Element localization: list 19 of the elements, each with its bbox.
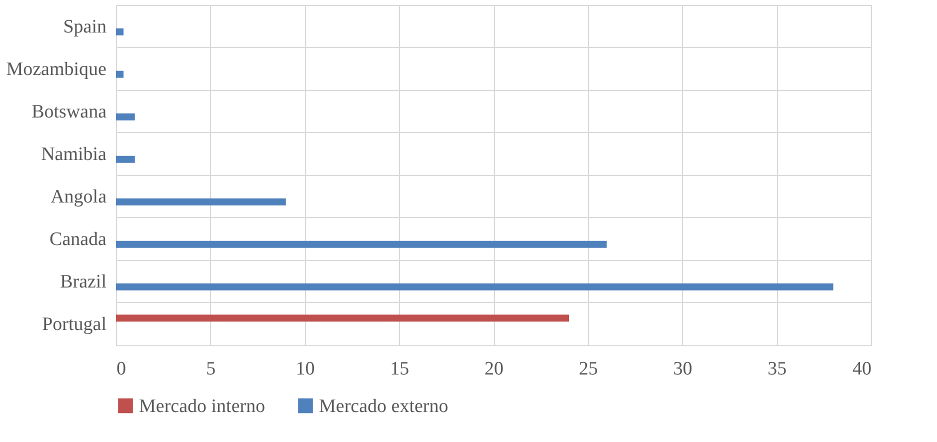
x-tick-label: 20 [484,358,504,380]
y-tick-label: Brazil [60,271,106,292]
y-tick-label: Canada [50,228,108,250]
x-tick-label: 30 [673,358,692,380]
x-tick-label: 10 [296,358,315,380]
x-tick-label: 15 [390,358,410,380]
legend-label: Mercado externo [319,396,448,417]
x-tick-label: 35 [768,358,787,380]
x-tick-label: 40 [852,358,872,380]
x-tick-label: 5 [206,358,216,380]
legend-label: Mercado interno [139,396,266,417]
x-tick-label: 25 [578,358,598,380]
y-tick-label: Spain [63,16,107,38]
y-tick-label: Portugal [42,314,106,335]
y-tick-label: Botswana [32,101,108,122]
y-tick-label: Namibia [41,144,108,165]
y-tick-label: Angola [50,186,108,208]
y-tick-label: Mozambique [6,58,106,80]
x-tick-label: 0 [116,358,126,380]
